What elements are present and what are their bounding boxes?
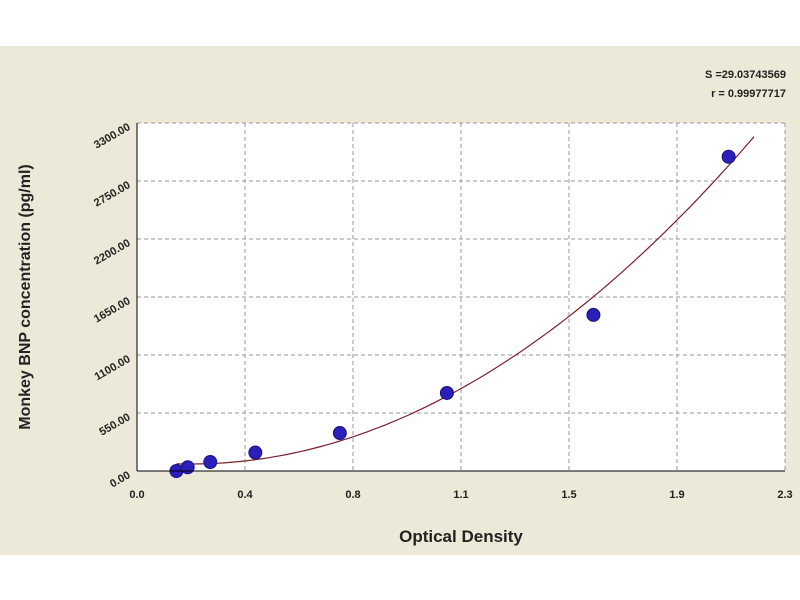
data-point [586, 307, 601, 322]
data-point [248, 445, 263, 460]
data-point [721, 149, 736, 164]
annotation-r: r = 0.99977717 [711, 88, 786, 100]
x-tick-label: 1.9 [669, 489, 684, 501]
x-tick-label: 1.1 [453, 489, 468, 501]
annotation-s: S =29.03743569 [705, 69, 786, 81]
y-axis-label: Monkey BNP concentration (pg/ml) [17, 164, 34, 430]
x-tick-label: 0.8 [345, 489, 360, 501]
fit-curve [176, 136, 755, 465]
y-tick-label: 1100.00 [93, 353, 133, 383]
data-point [180, 460, 195, 475]
x-axis-label: Optical Density [399, 527, 523, 546]
y-tick-label: 3300.00 [92, 121, 132, 151]
y-tick-label: 0.00 [108, 469, 133, 490]
x-tick-label: 0.4 [237, 489, 253, 501]
data-point [332, 426, 347, 441]
grid-lines [137, 122, 786, 471]
x-tick-label: 1.5 [561, 489, 576, 501]
x-tick-label: 0.0 [129, 489, 144, 501]
data-point [203, 455, 218, 470]
y-tick-label: 2200.00 [92, 237, 132, 267]
data-point [439, 385, 454, 400]
x-tick-label: 2.3 [777, 489, 792, 501]
y-tick-label: 1650.00 [92, 295, 132, 325]
y-tick-label: 550.00 [97, 411, 132, 438]
y-tick-label: 2750.00 [92, 179, 132, 209]
